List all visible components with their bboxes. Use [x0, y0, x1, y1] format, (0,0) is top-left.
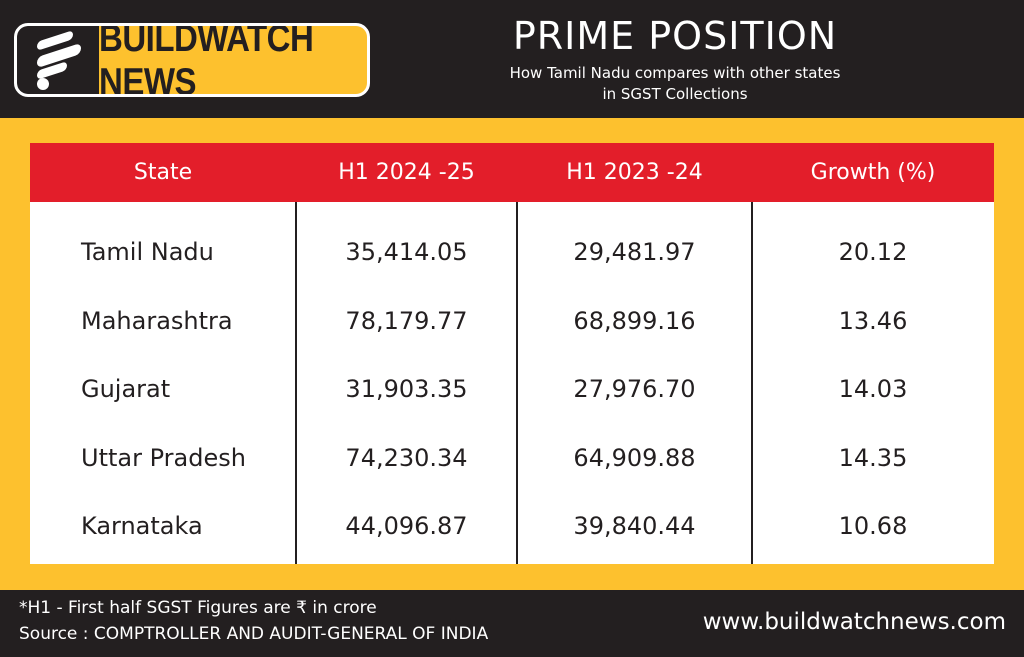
column-header: Growth (%)	[810, 160, 936, 185]
table-row: Tamil Nadu 35,414.05 29,481.97 20.12	[30, 218, 994, 287]
state-cell: Karnataka	[81, 512, 203, 541]
page-subtitle: How Tamil Nadu compares with other state…	[440, 63, 910, 105]
column-divider	[516, 202, 518, 564]
column-header: H1 2024 -25	[338, 160, 475, 185]
footer: *H1 - First half SGST Figures are ₹ in c…	[0, 590, 1024, 657]
footnote: *H1 - First half SGST Figures are ₹ in c…	[19, 598, 377, 618]
source-credit: Source : COMPTROLLER AND AUDIT-GENERAL O…	[19, 624, 489, 644]
value-cell: 14.35	[838, 443, 908, 472]
value-cell: 29,481.97	[573, 238, 696, 267]
website-link[interactable]: www.buildwatchnews.com	[702, 609, 1006, 635]
value-cell: 13.46	[838, 306, 908, 335]
brand-logo: BUILDWATCH NEWS	[14, 23, 370, 97]
table-row: Gujarat 31,903.35 27,976.70 14.03	[30, 355, 994, 424]
value-cell: 31,903.35	[345, 375, 468, 404]
value-cell: 64,909.88	[573, 443, 696, 472]
page-title: PRIME POSITION	[512, 14, 838, 58]
column-divider	[751, 202, 753, 564]
value-cell: 10.68	[838, 512, 908, 541]
table-header-row: State H1 2024 -25 H1 2023 -24 Growth (%)	[30, 143, 994, 202]
state-cell: Gujarat	[81, 375, 171, 404]
state-cell: Maharashtra	[81, 306, 233, 335]
value-cell: 39,840.44	[573, 512, 696, 541]
state-cell: Uttar Pradesh	[81, 443, 246, 472]
value-cell: 27,976.70	[573, 375, 696, 404]
brand-name: BUILDWATCH NEWS	[99, 26, 367, 94]
value-cell: 20.12	[838, 238, 908, 267]
table-row: Karnataka 44,096.87 39,840.44 10.68	[30, 492, 994, 561]
subtitle-line-1: How Tamil Nadu compares with other state…	[509, 64, 841, 82]
table-row: Uttar Pradesh 74,230.34 64,909.88 14.35	[30, 424, 994, 493]
column-header: H1 2023 -24	[566, 160, 703, 185]
value-cell: 74,230.34	[345, 443, 468, 472]
value-cell: 68,899.16	[573, 306, 696, 335]
table-row: Maharashtra 78,179.77 68,899.16 13.46	[30, 287, 994, 356]
sgst-table: State H1 2024 -25 H1 2023 -24 Growth (%) Ta…	[30, 143, 994, 564]
value-cell: 14.03	[838, 375, 908, 404]
brand-logo-icon	[17, 26, 99, 94]
value-cell: 78,179.77	[345, 306, 468, 335]
header: BUILDWATCH NEWS PRIME POSITION How Tamil…	[0, 0, 1024, 118]
table-body: Tamil Nadu 35,414.05 29,481.97 20.12 Maharas…	[30, 202, 994, 564]
subtitle-line-2: in SGST Collections	[602, 85, 748, 103]
column-header: State	[133, 160, 193, 185]
value-cell: 44,096.87	[345, 512, 468, 541]
column-divider	[295, 202, 297, 564]
state-cell: Tamil Nadu	[81, 238, 214, 267]
value-cell: 35,414.05	[345, 238, 468, 267]
